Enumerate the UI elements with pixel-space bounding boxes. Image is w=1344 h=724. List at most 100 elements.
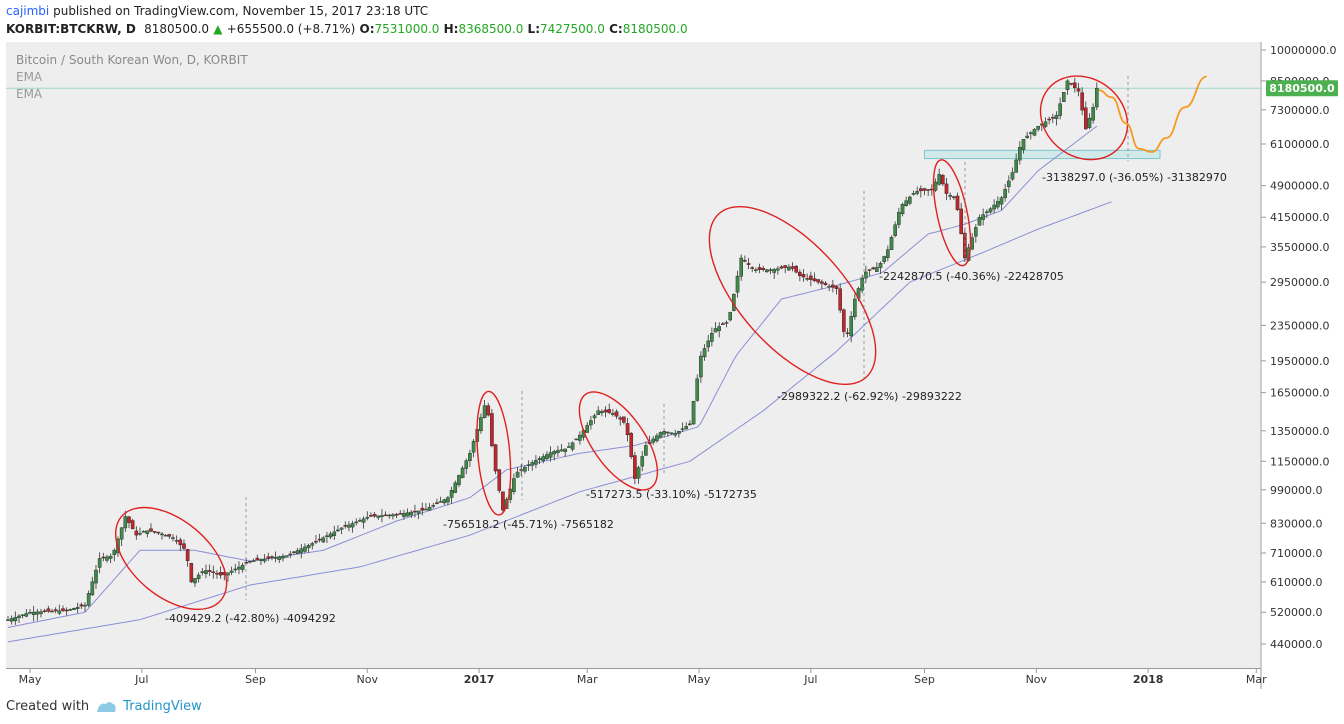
candle	[607, 409, 612, 413]
candle	[743, 260, 747, 262]
footer: Created with TradingView	[6, 699, 202, 714]
candle	[724, 322, 729, 324]
candle	[783, 265, 787, 268]
y-tick-label: 7300000.0	[1270, 104, 1330, 117]
candle	[240, 564, 245, 570]
candle	[915, 191, 919, 194]
candle	[537, 458, 542, 461]
published-text: published on TradingView.com, November 1…	[53, 4, 429, 18]
candle	[416, 510, 421, 514]
candle	[999, 197, 1004, 205]
candle	[365, 517, 370, 519]
symbol: KORBIT:BTCKRW, D	[6, 22, 136, 36]
candle	[17, 615, 21, 618]
drawdown-ellipse	[708, 205, 877, 386]
candle	[1076, 88, 1081, 92]
candle	[567, 446, 571, 448]
candle	[79, 604, 84, 607]
candle	[779, 266, 784, 269]
x-tick-label: 2018	[1133, 673, 1164, 686]
candle	[145, 530, 150, 534]
candle	[1091, 107, 1095, 121]
candle	[486, 405, 491, 416]
candle	[398, 513, 403, 515]
drawdown-ellipse	[114, 506, 228, 611]
author-link[interactable]: cajimbi	[6, 4, 50, 18]
plot-area[interactable]	[6, 42, 1260, 668]
candle	[563, 448, 568, 452]
candle	[809, 275, 813, 280]
candle	[889, 237, 894, 250]
candle	[442, 499, 447, 504]
candle	[402, 513, 406, 517]
candle	[787, 266, 791, 271]
y-tick-label: 830000.0	[1270, 517, 1323, 530]
candle	[629, 433, 634, 457]
candle	[163, 534, 168, 537]
candle	[383, 514, 388, 517]
candle	[259, 559, 263, 561]
candle	[860, 277, 864, 291]
time-axis[interactable]	[6, 669, 1260, 689]
tradingview-link[interactable]: TradingView	[123, 699, 202, 714]
candle	[805, 278, 809, 280]
candle	[292, 551, 296, 553]
high-value: 8368500.0	[458, 22, 524, 36]
candle	[237, 566, 241, 570]
candle	[842, 309, 846, 332]
candle	[200, 571, 205, 573]
candle	[94, 569, 98, 584]
candle	[691, 401, 696, 425]
candle	[457, 475, 461, 486]
candle	[20, 614, 25, 616]
candle	[394, 514, 399, 516]
candle	[438, 501, 443, 503]
candle	[266, 556, 271, 559]
candle	[750, 267, 755, 269]
high-label: H:	[443, 22, 459, 36]
candle	[262, 558, 267, 562]
candle	[42, 610, 47, 612]
candle	[303, 546, 307, 552]
candle	[798, 271, 802, 277]
candle	[1087, 117, 1092, 128]
candle	[1032, 129, 1037, 136]
candle	[339, 527, 344, 530]
candle	[1047, 118, 1051, 121]
x-tick-label: Nov	[1026, 673, 1048, 686]
candle	[501, 491, 505, 511]
candle	[86, 593, 91, 606]
candle	[369, 515, 373, 517]
candle	[1010, 172, 1015, 180]
candle	[130, 520, 135, 530]
y-tick-label: 3550000.0	[1270, 241, 1330, 254]
candle	[655, 435, 659, 442]
candle	[578, 434, 582, 441]
candle	[673, 433, 678, 436]
price-axis[interactable]	[1261, 42, 1344, 668]
support-zone	[924, 149, 1161, 160]
candle	[482, 405, 487, 418]
drawdown-label: -3138297.0 (-36.05%) -31382970	[1042, 171, 1227, 184]
candle	[669, 432, 674, 435]
candle	[699, 355, 703, 378]
candle	[251, 560, 256, 562]
candle	[1007, 180, 1011, 188]
candle	[666, 431, 670, 434]
candle	[625, 423, 630, 436]
candle	[985, 211, 989, 214]
candle	[831, 284, 835, 288]
candle	[97, 558, 102, 568]
candle	[713, 328, 718, 333]
candle	[189, 563, 194, 583]
candle	[908, 196, 912, 204]
y-tick-label: 990000.0	[1270, 484, 1323, 497]
created-with-text: Created with	[6, 699, 90, 714]
candle	[299, 548, 304, 553]
chart-title: Bitcoin / South Korean Won, D, KORBIT	[16, 53, 248, 67]
candle	[981, 214, 985, 220]
candle	[658, 432, 663, 438]
candle	[152, 531, 157, 533]
y-tick-label: 2950000.0	[1270, 276, 1330, 289]
